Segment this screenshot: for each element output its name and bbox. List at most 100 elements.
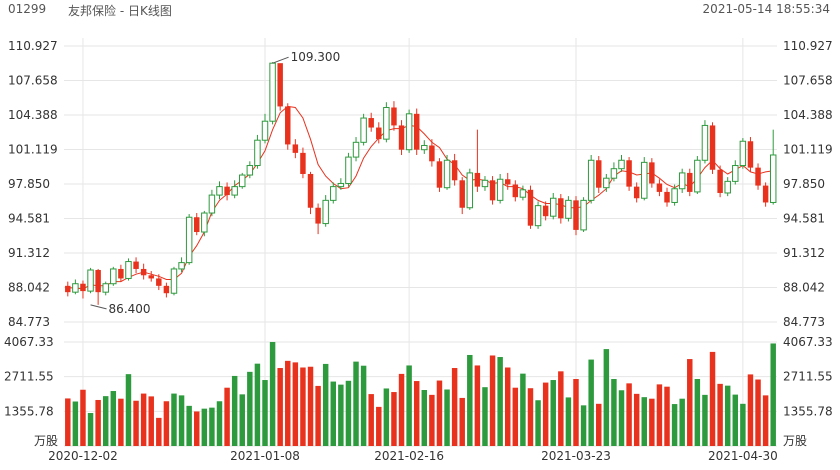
volume-bar [467,354,473,446]
candle-body [208,194,216,214]
candle-body [603,177,610,189]
volume-bar [315,385,321,446]
candle-body [194,217,200,233]
volume-bar [322,363,329,446]
volume-bar [300,367,306,446]
volume-bar [573,379,579,446]
volume-tick-label-right: 4067.33 [783,335,833,349]
date-tick-label: 2021-03-23 [541,449,611,463]
volume-bar [633,393,640,446]
candle-body [769,154,777,203]
volume-bar [512,387,519,446]
candle-body [534,205,542,227]
candle-body [550,197,557,217]
volume-bar [762,395,769,446]
candle-body [747,141,754,168]
candle-body [496,178,504,201]
candle-body [580,199,587,231]
volume-bar [330,381,337,446]
volume-bar [611,379,617,446]
candle-body [383,106,390,140]
price-tick-label-left: 84.773 [8,315,50,329]
volume-bar [186,405,192,446]
volume-bar [239,394,245,446]
volume-bar [550,380,556,446]
candle-body [466,172,474,209]
volume-tick-label-left: 2711.55 [4,370,54,384]
volume-bar [307,366,314,446]
candle-body [573,200,579,230]
volume-bar [338,384,344,446]
volume-bar [656,384,663,446]
candle-body [429,145,435,162]
volume-bar [406,365,412,446]
price-tick-label-left: 91.312 [8,246,50,260]
volume-bar [421,390,428,446]
price-tick-label-right: 84.773 [783,315,825,329]
volume-bar [125,374,132,446]
volume-bar [755,379,761,446]
volume-bar [580,405,587,446]
price-annotation: 86.400 [109,302,151,316]
candle-body [330,186,337,201]
volume-bar [391,392,397,446]
volume-bar [95,399,101,446]
volume-bar [596,403,602,446]
date-tick-label: 2020-12-02 [48,449,118,463]
volume-bar [558,371,564,446]
candle-body [641,161,648,199]
candle-body [739,140,747,167]
candle-body [352,141,360,158]
volume-bar [292,362,299,446]
volume-bar [368,394,374,446]
candle-body [687,172,693,192]
price-tick-label-right: 104.388 [783,108,833,122]
candle-body [360,117,367,143]
candle-body [436,161,443,188]
volume-bar [383,388,390,446]
candle-body [148,275,154,279]
volume-bar [398,373,405,446]
price-tick-label-right: 107.658 [783,73,833,87]
price-tick-label-left: 97.850 [8,177,50,191]
volume-bar [376,406,382,446]
volume-bar [497,357,503,446]
volume-bar [247,371,253,446]
candle-body [489,180,496,201]
volume-bar [451,368,458,446]
candle-body [398,125,405,150]
annotation-leader [90,304,107,310]
volume-bar [459,397,465,446]
price-tick-label-right: 91.312 [783,246,825,260]
stock-code: 01299 [8,2,47,16]
volume-bar [231,375,238,446]
candle-body [246,165,254,176]
volume-bar [618,390,625,446]
candle-body [542,205,549,217]
candle-body [125,261,132,279]
volume-bar [216,401,223,446]
volume-bar [209,407,215,446]
candle-body [185,216,193,264]
volume-bar [588,359,594,446]
candle-body [405,113,413,151]
candle-body [649,162,655,184]
price-tick-label-left: 94.581 [8,211,50,225]
candle-body [709,125,716,170]
candle-body [565,199,572,219]
volume-bar [254,363,261,446]
candle-body [421,144,428,151]
volume-bar [542,382,549,446]
volume-bar [724,385,731,446]
volume-bar [527,388,534,446]
volume-bar [345,380,352,446]
price-annotation: 109.300 [291,50,341,64]
candle-body [451,160,458,181]
price-tick-label-left: 104.388 [8,108,58,122]
candle-body [231,186,238,196]
candle-body [254,139,261,167]
candle-body [140,268,147,276]
volume-bar [201,408,208,446]
candle-body [762,185,769,203]
